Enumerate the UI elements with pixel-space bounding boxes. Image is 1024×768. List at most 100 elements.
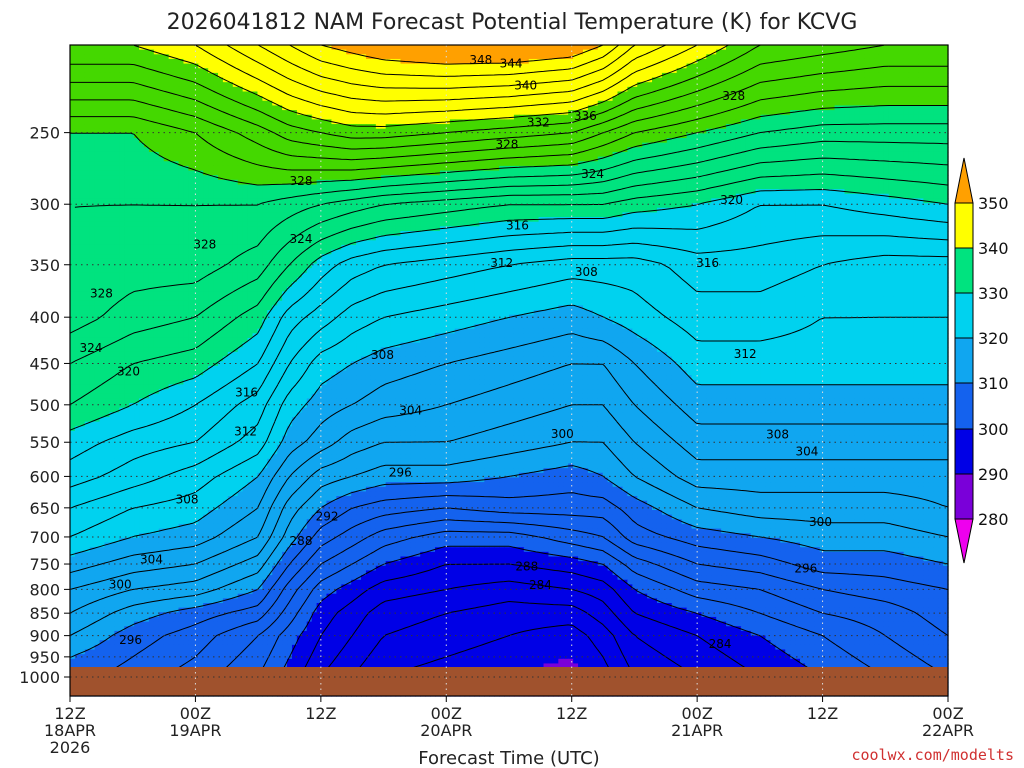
y-tick-label: 250 [29, 124, 60, 143]
y-tick-label: 550 [29, 433, 60, 452]
contour-label: 296 [389, 466, 412, 480]
plot-frame [69, 44, 949, 697]
contour-label: 304 [399, 404, 422, 418]
contour-label: 348 [469, 53, 492, 67]
contour-label: 328 [90, 286, 113, 300]
colorbar-band [954, 247, 974, 294]
contour-label: 308 [575, 265, 598, 279]
y-tick-label: 750 [29, 555, 60, 574]
x-tick-label: 2026 [50, 738, 91, 757]
contour-line-304 [69, 404, 949, 614]
contour-label: 296 [794, 562, 817, 576]
colorbar-high-arrow [954, 157, 974, 204]
contour-label: 320 [720, 193, 743, 207]
x-tick-label: 12Z [305, 704, 336, 723]
x-tick-label: 00Z [180, 704, 211, 723]
colorbar-label: 340 [978, 239, 1009, 258]
contour-line-334 [70, 65, 948, 161]
contour-label: 284 [709, 637, 732, 651]
y-tick-label: 450 [29, 354, 60, 373]
contour-label: 316 [235, 385, 258, 399]
x-tick-label: 00Z [431, 704, 462, 723]
contour-label: 328 [495, 138, 518, 152]
contour-label: 336 [574, 109, 597, 123]
contour-label: 324 [581, 167, 604, 181]
contour-label: 316 [696, 256, 719, 270]
x-tick-label: 12Z [54, 704, 85, 723]
colorbar-low-arrow [954, 518, 974, 564]
colorbar-band [954, 428, 974, 475]
contour-line-328 [74, 123, 948, 208]
contour-label: 340 [514, 79, 537, 93]
grid-lines [69, 45, 949, 696]
contour-label: 308 [766, 428, 789, 442]
x-tick-label: 00Z [681, 704, 712, 723]
contour-label: 324 [290, 232, 313, 246]
contour-lines [69, 44, 949, 696]
contour-label: 304 [795, 445, 818, 459]
contour-label: 312 [734, 347, 757, 361]
contour-line-294 [215, 519, 944, 696]
y-tick-label: 500 [29, 396, 60, 415]
contour-label: 300 [551, 427, 574, 441]
contour-label: 328 [193, 238, 216, 252]
contour-line-296 [163, 507, 949, 696]
y-tick-label: 700 [29, 528, 60, 547]
contour-label: 300 [809, 515, 832, 529]
contour-line-348 [289, 44, 620, 77]
contour-line-332 [70, 85, 948, 171]
colorbar-band [954, 337, 974, 384]
contour-line-322 [69, 173, 949, 405]
ground-surface [70, 667, 948, 696]
x-tick-label: 21APR [671, 721, 723, 740]
contour-labels: 348 344 340 336 332 328 328 324 328 320 316 324 328 3… [79, 53, 832, 651]
colorbar-band [954, 473, 974, 520]
contour-line-300 [69, 465, 949, 659]
colorbar-band [954, 292, 974, 339]
colorbar: 280 290 300 310 320 330 340 350 [954, 157, 1009, 564]
contour-label: 308 [371, 348, 394, 362]
contour-label: 288 [290, 534, 313, 548]
x-tick-label: 00Z [932, 704, 963, 723]
contour-line-288 [299, 563, 761, 696]
contour-line-302 [69, 441, 949, 637]
y-tick-label: 800 [29, 580, 60, 599]
colorbar-label: 290 [978, 465, 1009, 484]
contour-label: 328 [722, 89, 745, 103]
contour-line-318 [69, 204, 949, 461]
y-tick-label: 300 [29, 195, 60, 214]
colorbar-label: 350 [978, 194, 1009, 213]
y-tick-label: 950 [29, 648, 60, 667]
contour-label: 284 [529, 578, 552, 592]
y-tick-label: 400 [29, 308, 60, 327]
contour-line-308 [69, 333, 948, 574]
contour-line-346 [257, 44, 636, 89]
contour-fill [70, 45, 949, 697]
colorbar-band [954, 202, 974, 249]
contour-label: 304 [140, 552, 163, 566]
y-axis: 250 300 350 400 450 500 550 600 650 700 750 800 850 9… [19, 124, 70, 687]
contour-label: 316 [506, 218, 529, 232]
contour-line-342 [194, 44, 698, 115]
x-tick-label: 12Z [807, 704, 838, 723]
contour-line-290 [278, 545, 824, 696]
x-tick-label: 12Z [556, 704, 587, 723]
contour-line-330 [70, 105, 948, 186]
contour-line-316 [69, 235, 949, 488]
contour-label: 312 [234, 425, 257, 439]
x-axis-label: Forecast Time (UTC) [418, 748, 599, 768]
contour-line-324 [69, 157, 949, 365]
y-tick-label: 600 [29, 467, 60, 486]
contour-line-336 [70, 44, 884, 150]
ground-layer [70, 667, 948, 696]
contour-line-340 [133, 44, 729, 127]
colorbar-label: 310 [978, 374, 1009, 393]
contour-line-298 [100, 492, 949, 696]
contour-label: 300 [109, 577, 132, 591]
contour-label: 320 [117, 365, 140, 379]
contour-line-326 [69, 140, 949, 334]
colorbar-label: 320 [978, 329, 1009, 348]
contour-label: 296 [119, 633, 142, 647]
contour-label: 324 [79, 341, 102, 355]
